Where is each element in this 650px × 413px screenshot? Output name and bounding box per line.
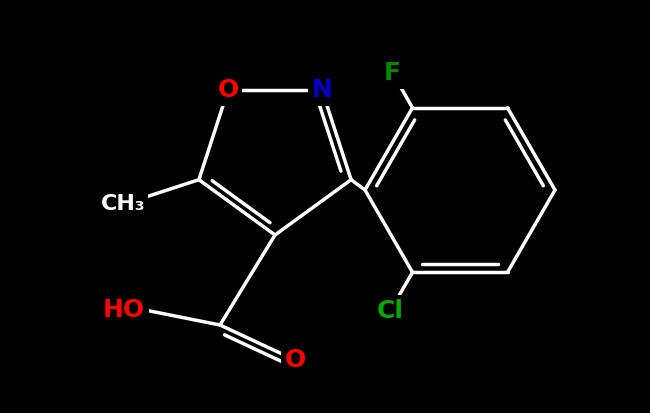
Text: F: F bbox=[384, 61, 401, 85]
Text: O: O bbox=[217, 78, 239, 102]
Text: HO: HO bbox=[103, 298, 145, 322]
Text: Cl: Cl bbox=[376, 299, 404, 323]
Text: O: O bbox=[285, 348, 306, 372]
Text: N: N bbox=[311, 78, 332, 102]
Text: CH₃: CH₃ bbox=[101, 195, 145, 214]
